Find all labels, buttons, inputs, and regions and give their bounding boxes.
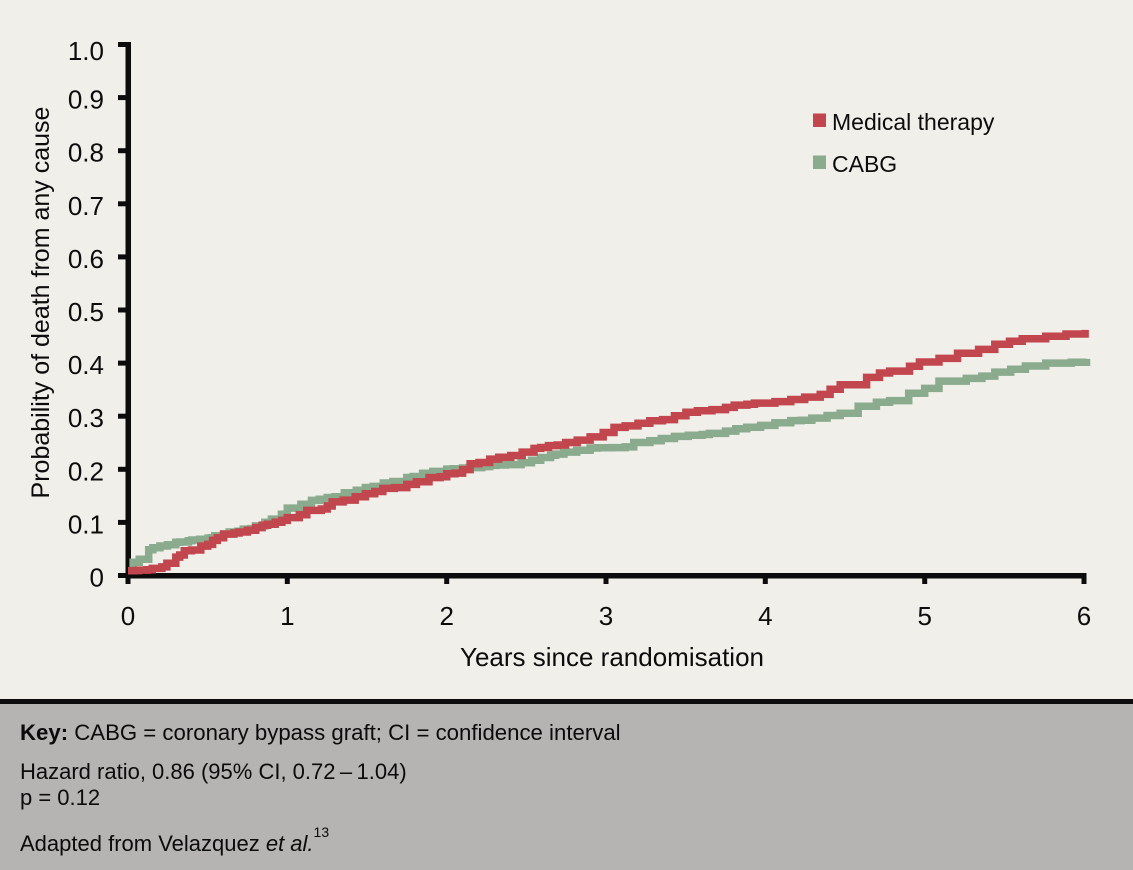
svg-text:0: 0 [121,601,135,631]
svg-text:0.8: 0.8 [68,138,104,168]
svg-text:5: 5 [917,601,931,631]
svg-text:0.7: 0.7 [68,191,104,221]
svg-text:6: 6 [1077,601,1091,631]
svg-text:3: 3 [599,601,613,631]
svg-text:0.2: 0.2 [68,456,104,486]
svg-text:0: 0 [90,563,104,593]
svg-text:Probability of death from any: Probability of death from any cause [27,107,55,499]
svg-text:CABG: CABG [832,151,897,177]
svg-text:Medical therapy: Medical therapy [832,109,995,135]
svg-text:0.4: 0.4 [68,350,104,380]
svg-text:0.5: 0.5 [68,297,104,327]
svg-text:4: 4 [758,601,772,631]
svg-text:1.0: 1.0 [68,36,104,66]
svg-text:0.6: 0.6 [68,244,104,274]
svg-text:0.9: 0.9 [68,85,104,115]
svg-text:1: 1 [280,601,294,631]
svg-text:Years since randomisation: Years since randomisation [460,642,764,672]
svg-text:0.3: 0.3 [68,403,104,433]
svg-text:2: 2 [439,601,453,631]
svg-text:0.1: 0.1 [68,509,104,539]
